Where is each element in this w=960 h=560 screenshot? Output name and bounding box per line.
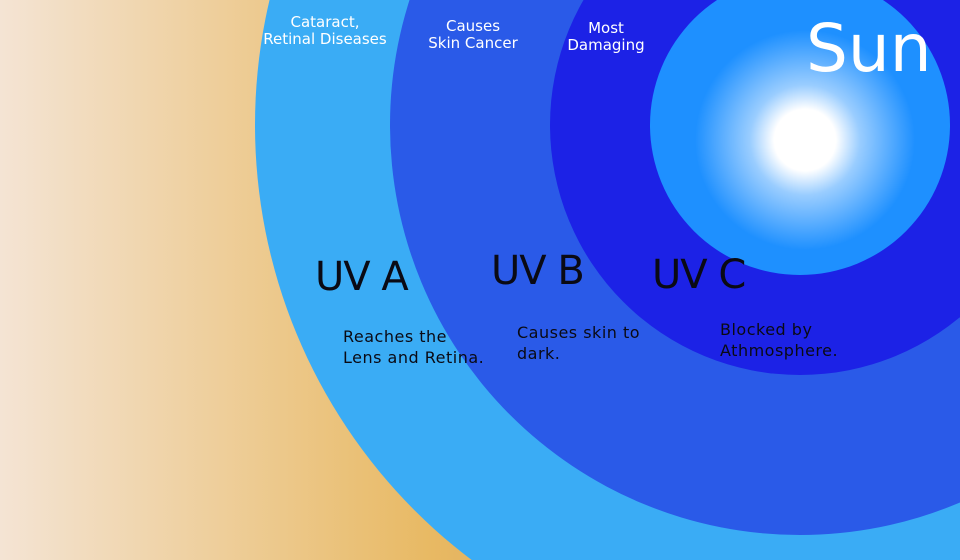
uva-description: Reaches the Lens and Retina. bbox=[343, 327, 485, 367]
uvb-effect-label: Causes Skin Cancer bbox=[428, 17, 518, 52]
uvc-band-label: UV C bbox=[652, 252, 746, 298]
uva-effect-label: Cataract, Retinal Diseases bbox=[263, 13, 387, 48]
uvb-band-label: UV B bbox=[491, 248, 585, 294]
uvc-effect-label: Most Damaging bbox=[567, 19, 645, 54]
uvc-description: Blocked by Athmosphere. bbox=[720, 320, 839, 360]
uvb-description: Causes skin to dark. bbox=[517, 323, 641, 363]
sun-title: Sun bbox=[806, 10, 932, 87]
sun-glow bbox=[695, 30, 915, 250]
uva-band-label: UV A bbox=[315, 254, 409, 300]
